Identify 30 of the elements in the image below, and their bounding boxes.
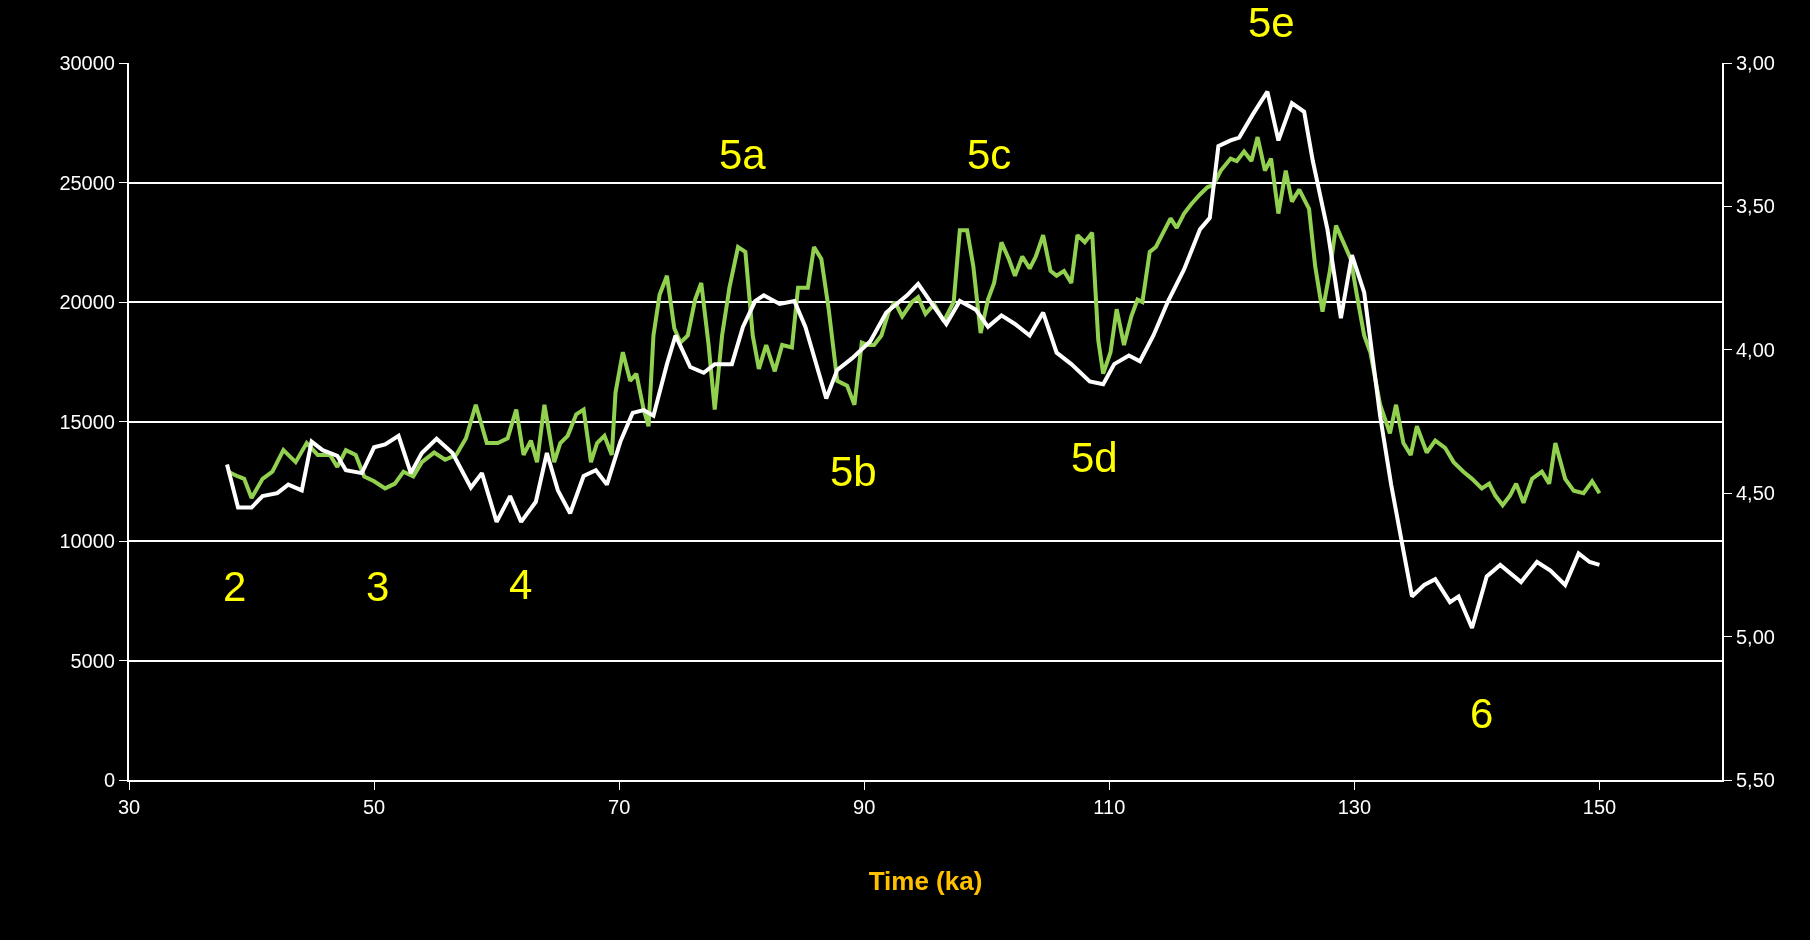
annotation: 4	[509, 561, 533, 608]
y-tick-label: 25000	[59, 171, 115, 194]
y-tick-label: 15000	[59, 410, 115, 433]
annotation: 5d	[1071, 434, 1118, 481]
y2-tick-label: 5,00	[1736, 625, 1775, 648]
y-tick-label: 0	[103, 769, 115, 791]
x-tick-label: 90	[853, 796, 876, 818]
y2-tick-label: 5,50	[1736, 769, 1775, 791]
annotation: 6	[1470, 690, 1494, 737]
annotation: 2	[223, 563, 247, 610]
x-tick-label: 50	[362, 796, 386, 818]
annotation: 5c	[967, 131, 1012, 178]
y-tick-label: 10000	[59, 530, 115, 552]
annotation: 5a	[719, 131, 767, 178]
y2-tick-label: 3,50	[1736, 195, 1775, 218]
y-tick-label: 20000	[59, 291, 115, 313]
y2-tick-label: 4,50	[1736, 482, 1775, 505]
x-tick-label: 110	[1093, 796, 1126, 818]
annotation: 5b	[830, 448, 877, 495]
x-tick-label: 70	[608, 796, 631, 818]
annotation: 3	[366, 563, 390, 610]
x-tick-label: 150	[1582, 796, 1617, 818]
x-tick-label: 30	[117, 796, 141, 818]
y-tick-label: 30000	[59, 52, 115, 74]
y-tick-label: 5000	[70, 649, 115, 672]
text: 5e	[1248, 0, 1295, 46]
x-tick-label: 130	[1337, 796, 1372, 818]
y2-tick-label: 4,00	[1736, 338, 1775, 361]
x-axis-title: Time (ka)	[868, 866, 983, 897]
y2-tick-label: 3,00	[1736, 52, 1775, 74]
